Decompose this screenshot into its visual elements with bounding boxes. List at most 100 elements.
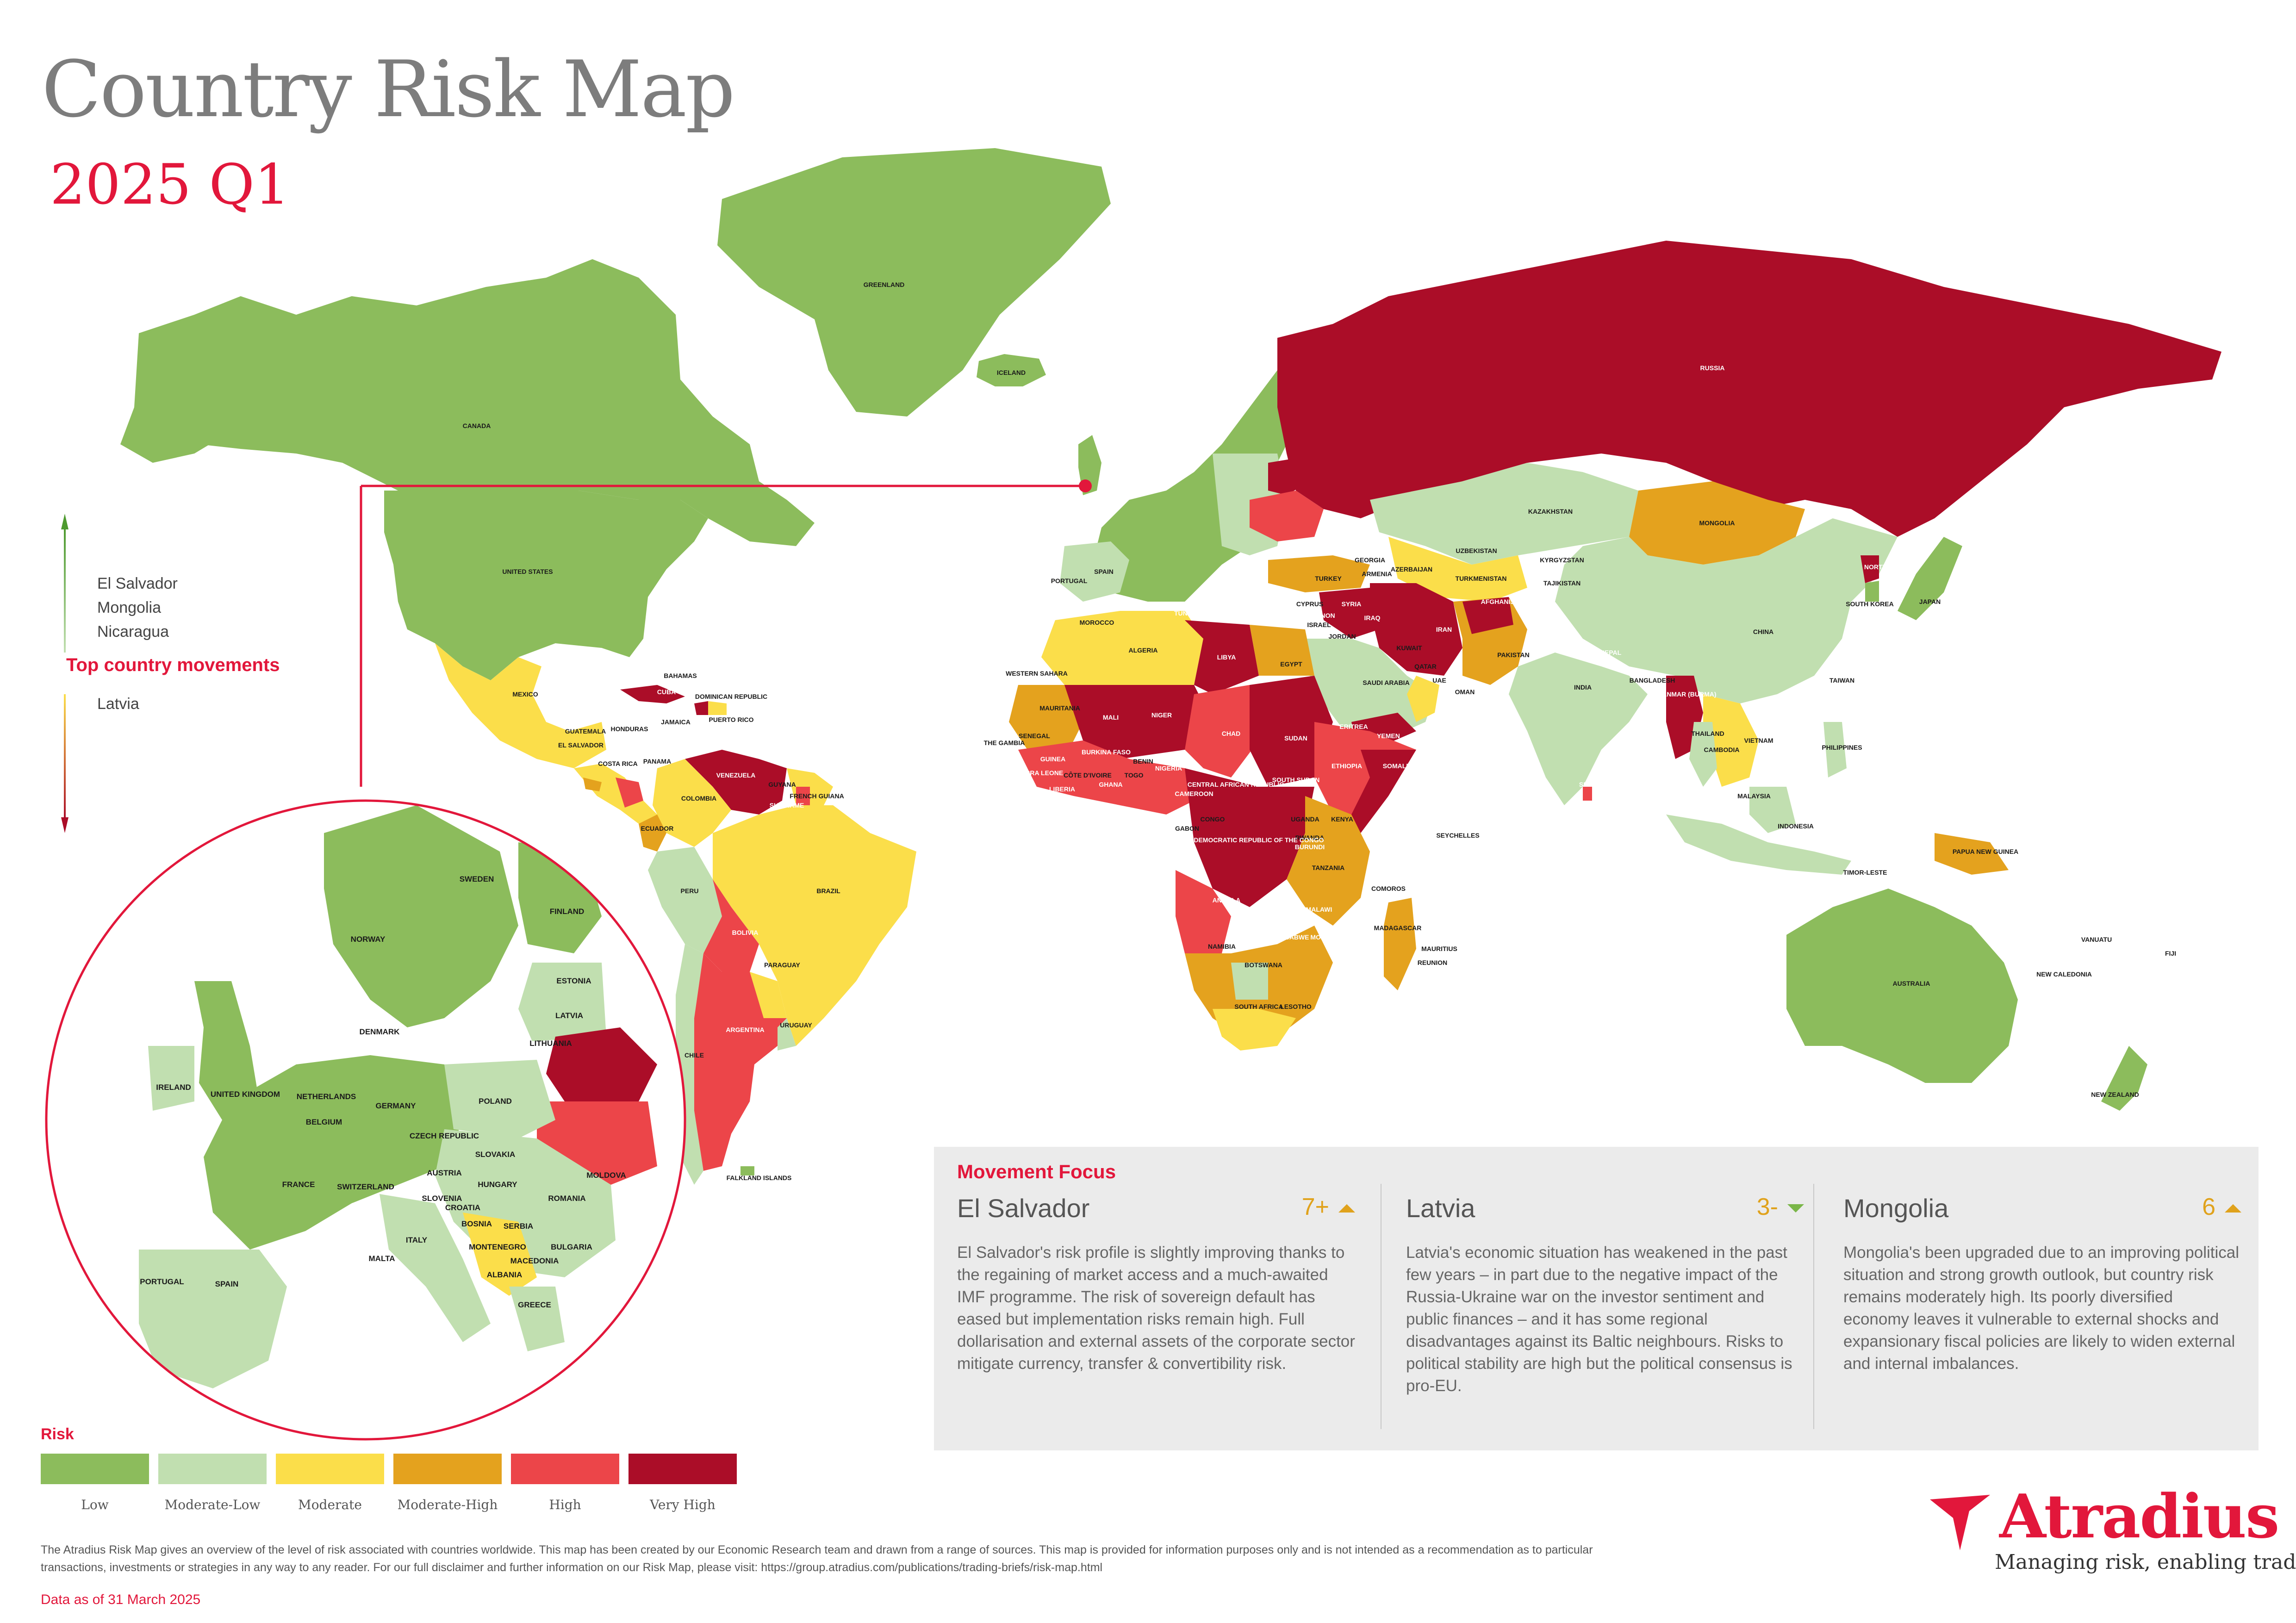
europe-inset [45, 799, 686, 1441]
country-label: FRANCE [282, 1180, 315, 1189]
downgrade-list: Latvia [97, 692, 139, 716]
north-korea-shape [1860, 555, 1879, 583]
alaska-shape [120, 319, 278, 463]
country-label: ARMENIA [1362, 570, 1392, 578]
country-label: MAURITIUS [1421, 945, 1457, 952]
inset-balkans [463, 1213, 537, 1296]
country-label: ERITREA [1339, 723, 1368, 730]
inset-belarus [546, 1027, 657, 1101]
country-label: INDIA [1574, 684, 1592, 691]
central-africa-shape [1185, 768, 1314, 907]
country-label: BOSNIA [461, 1219, 492, 1228]
legend-label: Moderate-High [397, 1497, 498, 1512]
legend-item: Moderate [276, 1454, 384, 1512]
brazil-shape [713, 805, 916, 1046]
canada-shape [139, 259, 815, 546]
upgrade-arrow-icon [61, 514, 68, 653]
country-label: ECUADOR [641, 825, 674, 832]
ukraine-shape [1250, 491, 1324, 541]
country-label: SWITZERLAND [337, 1182, 394, 1191]
downgrade-triangle-icon [1787, 1204, 1804, 1213]
country-label: TUNISIA [1174, 609, 1200, 617]
country-label: SYRIA [1342, 600, 1362, 608]
country-label: NORTH KOREA [1864, 563, 1912, 571]
greenland-shape [717, 148, 1111, 417]
data-as-of: Data as of 31 March 2025 [41, 1592, 201, 1607]
country-label: NORWAY [351, 935, 386, 944]
country-label: NAMIBIA [1208, 943, 1236, 950]
upgrade-list: El Salvador Mongolia Nicaragua [97, 572, 178, 644]
country-label: MALDIVES [1548, 813, 1581, 821]
legend-item: Moderate-High [393, 1454, 502, 1512]
borneo-shape [1749, 787, 1796, 833]
country-label: MALTA [369, 1254, 395, 1263]
country-label: TURKMENISTAN [1456, 575, 1507, 582]
madagascar-shape [1384, 898, 1416, 990]
country-label: SWEDEN [460, 875, 494, 883]
country-label: EGYPT [1280, 660, 1302, 668]
focus-rating: 6 [2202, 1193, 2241, 1221]
country-label: GUATEMALA [565, 728, 606, 735]
india-shape [1509, 653, 1648, 805]
country-label: THAILAND [1691, 730, 1724, 737]
country-label: PHILIPPINES [1822, 744, 1862, 751]
country-label: MOZAMBIQUE [1310, 933, 1355, 941]
country-label: MOLDOVA [586, 1171, 626, 1180]
country-label: LEBANON [1303, 612, 1335, 619]
turkey-shape [1268, 555, 1370, 592]
country-label: VIETNAM [1744, 737, 1773, 744]
country-label: AZERBAIJAN [1391, 566, 1432, 573]
country-label: URUGUAY [780, 1021, 812, 1029]
country-label: PORTUGAL [1051, 577, 1088, 585]
country-label: REUNION [1418, 959, 1448, 966]
country-label: COSTA RICA [598, 760, 638, 767]
country-label: KAZAKHSTAN [1528, 508, 1573, 515]
country-label: VENEZUELA [716, 771, 756, 779]
focus-text: El Salvador's risk profile is slightly i… [957, 1244, 1355, 1373]
country-label: CAMEROON [1175, 790, 1213, 797]
inset-west-central [204, 1055, 463, 1250]
australia-shape [1786, 889, 2018, 1083]
country-label: RWANDA [1295, 834, 1325, 841]
country-label: ANGOLA [1213, 896, 1241, 904]
country-label: ALBANIA [487, 1270, 523, 1279]
country-label: YEMEN [1377, 732, 1400, 740]
syria-iraq-shape [1319, 588, 1379, 639]
country-label: UGANDA [1291, 815, 1319, 823]
chad-shape [1185, 685, 1259, 777]
colombia-shape [653, 759, 731, 847]
country-label: SERBIA [504, 1222, 533, 1231]
country-label: TOGO [1125, 771, 1144, 779]
japan-shape [1898, 537, 1962, 620]
mexico-shape [435, 643, 606, 768]
inset-poland [444, 1060, 555, 1138]
country-label: GEORGIA [1355, 556, 1385, 564]
country-label: IRAQ [1364, 614, 1381, 622]
country-label: NEPAL [1600, 649, 1622, 656]
haiti-shape [694, 701, 708, 715]
country-label: BURUNDI [1295, 843, 1325, 851]
country-label: WESTERN SAHARA [1006, 670, 1068, 677]
country-label: ITALY [406, 1236, 428, 1244]
focus-country: Latvia [1406, 1194, 1475, 1223]
country-label: SOMALIA [1383, 762, 1413, 770]
west-africa-shape [1018, 740, 1203, 815]
country-label: UNITED KINGDOM [211, 1090, 280, 1099]
south-korea-shape [1865, 581, 1879, 602]
iceland-shape [977, 354, 1046, 386]
legend-item: Very High [628, 1454, 737, 1512]
legend-swatch [628, 1454, 737, 1484]
country-shapes [120, 148, 2221, 1185]
legend-label: Very High [650, 1497, 716, 1512]
movement-focus-heading: Movement Focus [957, 1161, 1116, 1182]
focus-text: Mongolia's been upgraded due to an impro… [1843, 1244, 2240, 1373]
country-label: CENTRAL AFRICAN REPUBLIC [1188, 781, 1284, 788]
country-label: HUNGARY [478, 1180, 517, 1189]
legend-item: Low [41, 1454, 149, 1512]
country-label: SPAIN [1094, 568, 1114, 575]
country-label: GUINEA [1040, 755, 1065, 763]
legend-swatch [393, 1454, 502, 1484]
country-label: FIJI [2165, 950, 2176, 957]
botswana-shape [1231, 963, 1268, 1000]
